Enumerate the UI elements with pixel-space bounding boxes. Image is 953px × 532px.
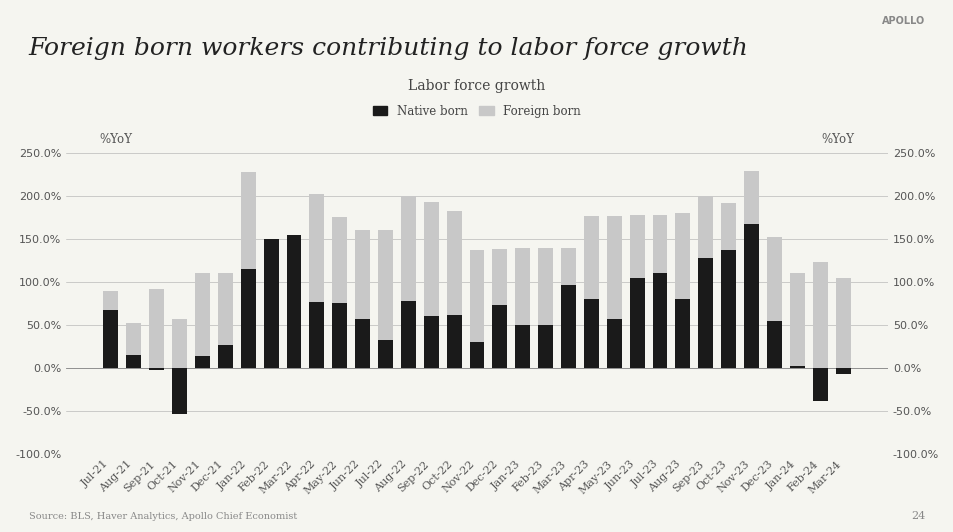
Bar (515, 325, 530, 368)
Bar (835, 278, 850, 368)
Bar (309, 302, 324, 368)
Bar (652, 273, 667, 368)
Bar (492, 250, 507, 305)
Bar (698, 258, 713, 368)
Bar (423, 317, 438, 368)
Bar (217, 345, 233, 368)
Bar (583, 216, 598, 299)
Bar (126, 355, 141, 368)
Bar (812, 368, 827, 401)
Bar (652, 215, 667, 273)
Bar (286, 235, 301, 368)
Bar (355, 319, 370, 368)
Bar (720, 203, 736, 250)
Bar (309, 194, 324, 302)
Bar (423, 202, 438, 317)
Bar (698, 196, 713, 258)
Text: Foreign born workers contributing to labor force growth: Foreign born workers contributing to lab… (29, 37, 748, 60)
Bar (194, 272, 210, 356)
Legend: Native born, Foreign born: Native born, Foreign born (367, 99, 586, 123)
Bar (172, 319, 187, 368)
Bar (835, 368, 850, 374)
Bar (446, 211, 461, 315)
Bar (583, 299, 598, 368)
Text: Source: BLS, Haver Analytics, Apollo Chief Economist: Source: BLS, Haver Analytics, Apollo Chi… (29, 512, 296, 521)
Bar (377, 229, 393, 339)
Bar (789, 273, 804, 366)
Bar (560, 247, 576, 285)
Bar (377, 339, 393, 368)
Bar (515, 247, 530, 325)
Bar (766, 237, 781, 321)
Bar (103, 310, 118, 368)
Bar (675, 299, 690, 368)
Bar (217, 273, 233, 345)
Bar (606, 319, 621, 368)
Bar (789, 366, 804, 368)
Bar (240, 172, 255, 269)
Bar (446, 315, 461, 368)
Bar (400, 301, 416, 368)
Bar (537, 247, 553, 325)
Bar (469, 250, 484, 342)
Text: %YoY: %YoY (99, 133, 132, 146)
Bar (126, 323, 141, 355)
Bar (629, 215, 644, 278)
Bar (537, 325, 553, 368)
Bar (766, 321, 781, 368)
Bar (675, 213, 690, 299)
Bar (492, 305, 507, 368)
Bar (355, 230, 370, 319)
Bar (332, 303, 347, 368)
Bar (149, 368, 164, 370)
Text: 24: 24 (910, 511, 924, 521)
Bar (606, 216, 621, 319)
Bar (149, 289, 164, 368)
Bar (263, 239, 278, 368)
Bar (743, 225, 759, 368)
Bar (720, 250, 736, 368)
Bar (560, 285, 576, 368)
Bar (400, 196, 416, 301)
Text: APOLLO: APOLLO (882, 16, 924, 26)
Title: Labor force growth: Labor force growth (408, 79, 545, 93)
Text: %YoY: %YoY (821, 133, 854, 146)
Bar (629, 278, 644, 368)
Bar (240, 269, 255, 368)
Bar (469, 342, 484, 368)
Bar (103, 292, 118, 310)
Bar (812, 262, 827, 368)
Bar (332, 218, 347, 303)
Bar (172, 368, 187, 413)
Bar (743, 171, 759, 225)
Bar (194, 356, 210, 368)
